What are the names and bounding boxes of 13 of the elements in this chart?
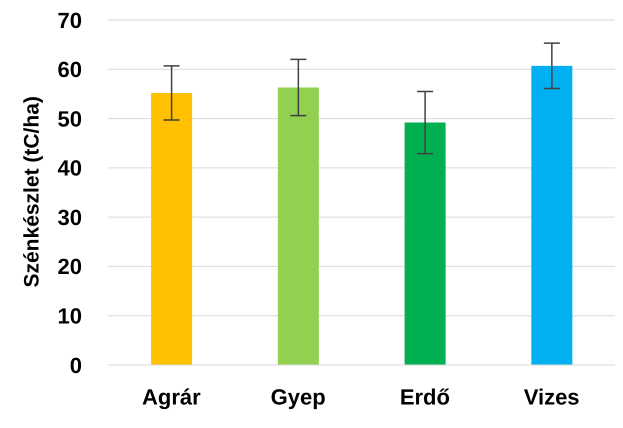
- y-tick-label: 60: [58, 57, 82, 82]
- y-tick-label: 30: [58, 204, 82, 230]
- x-tick-label: Gyep: [270, 384, 326, 410]
- y-tick-label: 70: [58, 8, 82, 33]
- y-axis-title: Szénkészlet (tC/ha): [20, 96, 44, 288]
- x-tick-label: Erdő: [400, 384, 450, 410]
- y-tick-label: 10: [58, 304, 82, 329]
- y-tick-label: 20: [58, 254, 82, 280]
- y-tick-label: 50: [58, 106, 82, 132]
- y-tick-label: 40: [58, 156, 82, 181]
- y-tick-label: 0: [70, 352, 82, 378]
- x-tick-label: Agrár: [142, 384, 202, 410]
- x-tick-label: Vizes: [524, 384, 580, 410]
